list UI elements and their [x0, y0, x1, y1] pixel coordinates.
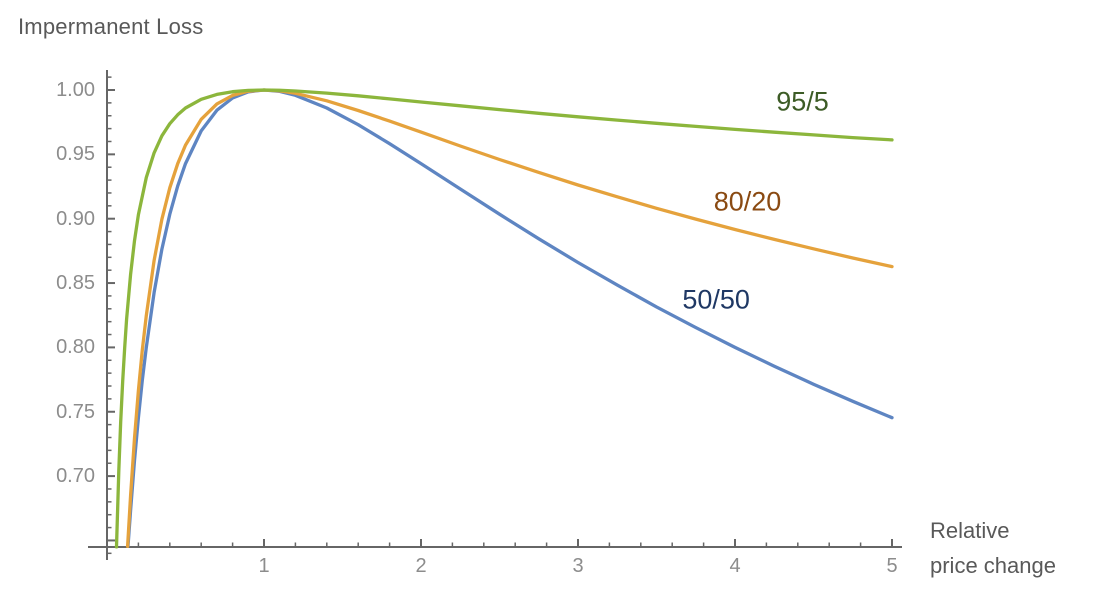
series-line-95-5: [114, 88, 894, 549]
series-line-80-20: [125, 88, 894, 549]
series-line-50-50: [126, 88, 894, 548]
